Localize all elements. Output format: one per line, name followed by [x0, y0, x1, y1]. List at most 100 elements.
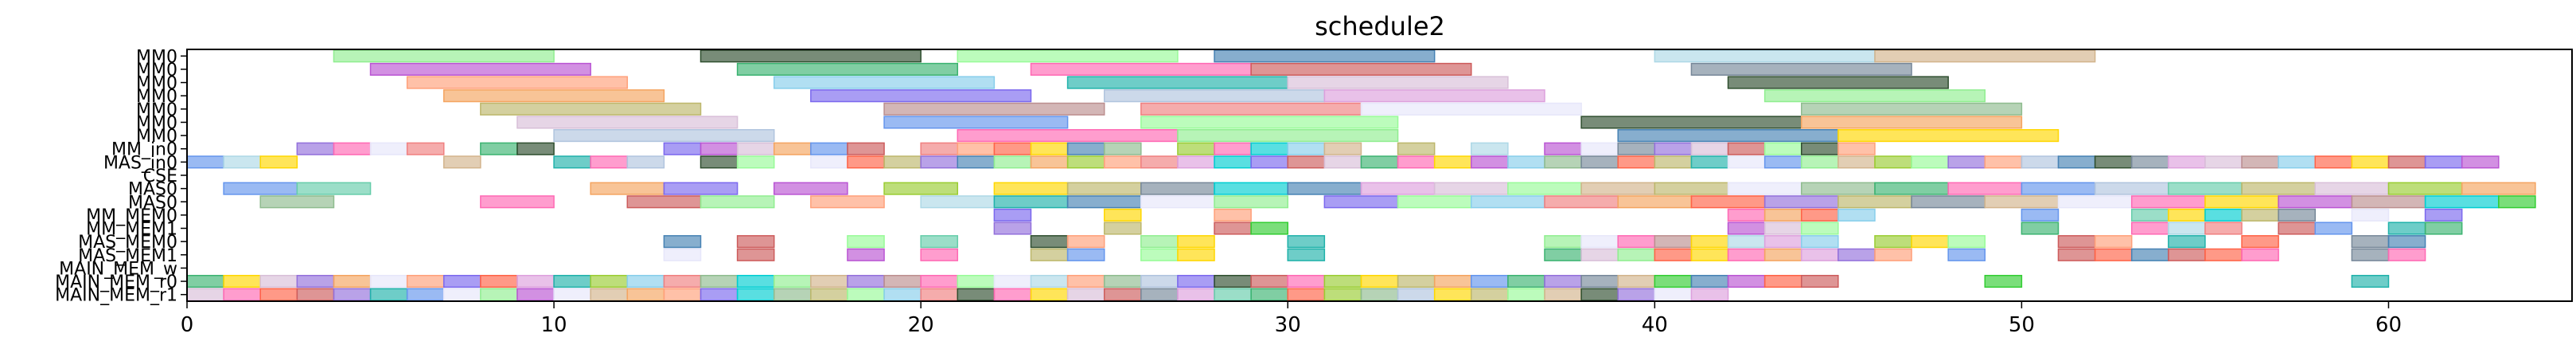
row-label: MAIN_MEM_r1 — [55, 286, 177, 306]
task-bar — [847, 248, 885, 261]
task-bar — [1103, 155, 1142, 169]
task-bar — [1066, 142, 1105, 155]
task-bar — [2130, 195, 2206, 209]
row-label: MM_in0 — [111, 140, 177, 160]
task-bar — [1837, 208, 1876, 222]
task-bar — [1874, 182, 1949, 195]
task-bar — [333, 274, 372, 288]
task-bar — [1066, 248, 1105, 261]
x-tick-label: 40 — [1642, 313, 1668, 337]
task-bar — [1800, 182, 1876, 195]
task-bar — [1984, 274, 2023, 288]
task-bar — [1727, 235, 1766, 249]
task-bar — [957, 49, 1179, 63]
task-bar — [773, 274, 812, 288]
task-bar — [1837, 195, 1912, 209]
task-bar — [1287, 142, 1326, 155]
task-bar — [1617, 235, 1656, 249]
task-bar — [773, 142, 812, 155]
task-bar — [1984, 155, 2023, 169]
task-bar — [1690, 195, 1766, 209]
task-bar — [2094, 235, 2133, 249]
row-label: CSE — [143, 167, 177, 186]
task-bar — [810, 274, 848, 288]
task-bar — [1947, 235, 1986, 249]
task-bar — [2387, 222, 2426, 235]
task-bar — [2351, 235, 2390, 249]
task-bar — [1800, 102, 2023, 116]
task-bar — [1763, 235, 1802, 249]
task-bar — [736, 288, 775, 301]
task-bar — [993, 274, 1032, 288]
task-bar — [847, 235, 885, 249]
task-bar — [1690, 142, 1729, 155]
task-bar — [2168, 248, 2206, 261]
task-bar — [1360, 155, 1399, 169]
x-tick-label: 50 — [2009, 313, 2035, 337]
task-bar — [1544, 142, 1582, 155]
task-bar — [480, 195, 555, 209]
task-bar — [2461, 155, 2500, 169]
task-bar — [700, 142, 739, 155]
task-bar — [1837, 129, 2060, 143]
task-bar — [1763, 155, 1802, 169]
task-bar — [993, 288, 1032, 301]
task-bar — [186, 288, 224, 301]
task-bar — [1250, 288, 1288, 301]
task-bar — [1066, 182, 1142, 195]
task-bar — [1140, 288, 1179, 301]
task-bar — [1911, 195, 1986, 209]
task-bar — [2241, 155, 2279, 169]
task-bar — [1287, 235, 1326, 249]
task-bar — [2204, 208, 2243, 222]
task-bar — [2130, 155, 2169, 169]
task-bar — [1471, 155, 1509, 169]
task-bar — [1471, 274, 1509, 288]
task-bar — [223, 274, 261, 288]
task-bar — [1214, 155, 1252, 169]
task-bar — [957, 155, 996, 169]
task-bar — [223, 288, 261, 301]
task-bar — [1800, 248, 1839, 261]
task-bar — [2021, 182, 2096, 195]
task-bar — [847, 142, 885, 155]
task-bar — [1066, 288, 1105, 301]
task-bar — [1654, 49, 1876, 63]
task-bar — [1947, 155, 1986, 169]
task-bar — [259, 288, 298, 301]
task-bar — [590, 182, 665, 195]
task-bar — [1433, 155, 1472, 169]
task-bar — [1030, 235, 1069, 249]
task-bar — [1214, 288, 1252, 301]
task-bar — [1654, 155, 1693, 169]
task-bar — [2241, 182, 2316, 195]
task-bar — [1177, 274, 1215, 288]
task-bar — [2057, 248, 2096, 261]
task-bar — [1507, 288, 1545, 301]
task-bar — [1066, 274, 1105, 288]
task-bar — [2168, 155, 2206, 169]
task-bar — [1617, 142, 1656, 155]
task-bar — [847, 288, 885, 301]
task-bar — [2241, 208, 2279, 222]
task-bar — [1177, 142, 1215, 155]
task-bar — [2204, 248, 2243, 261]
task-bar — [2057, 155, 2096, 169]
task-bar — [1727, 142, 1766, 155]
row-label: MM_MEM0 — [86, 206, 177, 226]
task-bar — [1837, 142, 1876, 155]
task-bar — [1763, 195, 1839, 209]
task-bar — [2204, 222, 2243, 235]
task-bar — [2168, 182, 2243, 195]
task-bar — [1544, 248, 1582, 261]
task-bar — [773, 288, 812, 301]
task-bar — [333, 142, 372, 155]
task-bar — [1580, 182, 1656, 195]
task-bar — [516, 274, 555, 288]
task-bar — [1323, 274, 1362, 288]
task-bar — [1690, 248, 1729, 261]
task-bar — [553, 129, 775, 143]
task-bar — [2351, 195, 2426, 209]
task-bar — [1360, 102, 1582, 116]
